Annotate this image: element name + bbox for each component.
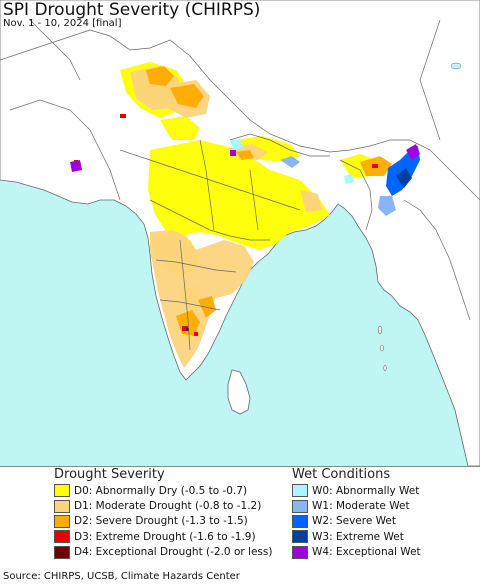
legend-item-w2: W2: Severe Wet [292,514,472,529]
wet-areas [70,140,420,216]
andaman-islands [378,325,387,371]
swatch-d3 [54,530,70,544]
legend-label-w3: W3: Extreme Wet [312,530,404,543]
legend-label-d3: D3: Extreme Drought (-1.6 to -1.9) [74,530,256,543]
swatch-d1 [54,499,70,513]
boundaries [0,19,480,351]
lake [450,62,462,70]
d4-areas [186,328,189,331]
swatch-w3 [292,530,308,544]
swatch-d4 [54,545,70,559]
legend-label-w0: W0: Abnormally Wet [312,484,420,497]
swatch-w0 [292,484,308,498]
legend-item-d0: D0: Abnormally Dry (-0.5 to -0.7) [54,483,284,498]
map-canvas [0,0,480,466]
sri-lanka [227,369,251,415]
swatch-d0 [54,484,70,498]
drought-map: SPI Drought Severity (CHIRPS) Nov. 1 - 1… [0,0,480,467]
source-credit: Source: CHIRPS, UCSB, Climate Hazards Ce… [3,571,240,582]
swatch-d2 [54,514,70,528]
swatch-w2 [292,514,308,528]
legend-item-w3: W3: Extreme Wet [292,529,472,544]
legend-item-d3: D3: Extreme Drought (-1.6 to -1.9) [54,529,284,544]
legend-drought: Drought Severity D0: Abnormally Dry (-0.… [54,466,284,560]
legend-item-d4: D4: Exceptional Drought (-2.0 or less) [54,545,284,560]
legend-wet-heading: Wet Conditions [292,467,391,482]
legend-label-d0: D0: Abnormally Dry (-0.5 to -0.7) [74,484,248,497]
legend-item-w1: W1: Moderate Wet [292,498,472,513]
legend-label-w2: W2: Severe Wet [312,515,396,528]
legend-wet: Wet Conditions W0: Abnormally Wet W1: Mo… [292,466,472,560]
legend-label-w1: W1: Moderate Wet [312,500,410,513]
legend-label-d2: D2: Severe Drought (-1.3 to -1.5) [74,515,248,528]
legend-label-d1: D1: Moderate Drought (-0.8 to -1.2) [74,500,262,513]
legend-label-w4: W4: Exceptional Wet [312,546,421,559]
legend-item-d1: D1: Moderate Drought (-0.8 to -1.2) [54,498,284,513]
legend-label-d4: D4: Exceptional Drought (-2.0 or less) [74,546,273,559]
legend-item-d2: D2: Severe Drought (-1.3 to -1.5) [54,514,284,529]
map-title: SPI Drought Severity (CHIRPS) [3,0,261,20]
swatch-w4 [292,545,308,559]
legend: Drought Severity D0: Abnormally Dry (-0.… [0,466,480,570]
swatch-w1 [292,499,308,513]
legend-item-w0: W0: Abnormally Wet [292,483,472,498]
map-subtitle: Nov. 1 - 10, 2024 [final] [3,18,122,29]
legend-drought-heading: Drought Severity [54,467,165,482]
legend-item-w4: W4: Exceptional Wet [292,545,472,560]
